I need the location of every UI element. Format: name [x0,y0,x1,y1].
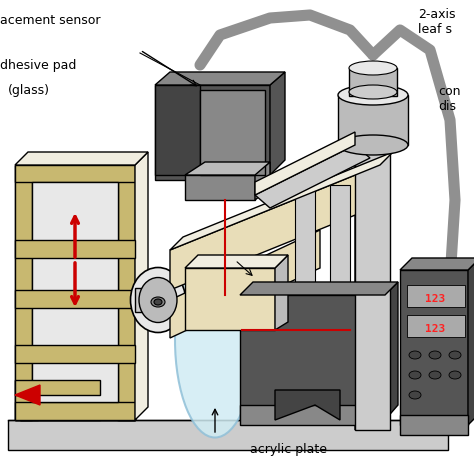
Ellipse shape [429,371,441,379]
Bar [38,188,117,402]
Bar [407,315,465,337]
Bar [8,420,448,450]
Bar [355,140,390,430]
Bar [338,95,408,145]
Polygon shape [15,380,100,395]
Polygon shape [170,152,393,250]
Bar [349,68,397,96]
Polygon shape [15,165,135,420]
Bar [185,268,275,330]
Polygon shape [270,72,285,175]
Ellipse shape [175,243,255,438]
Bar [117,170,135,420]
Polygon shape [185,162,270,175]
Polygon shape [275,255,288,330]
Polygon shape [118,165,135,420]
Ellipse shape [338,85,408,105]
Ellipse shape [154,299,162,305]
Polygon shape [15,345,135,363]
Bar [400,415,468,435]
Bar [155,85,270,180]
Ellipse shape [409,351,421,359]
Polygon shape [15,385,40,405]
Polygon shape [255,162,270,200]
Bar [20,170,135,188]
Polygon shape [135,152,148,420]
Polygon shape [400,258,474,270]
Bar [240,405,385,425]
Polygon shape [32,182,118,402]
Polygon shape [255,132,355,195]
Ellipse shape [151,297,165,307]
Bar [20,170,135,420]
Polygon shape [355,127,368,430]
Ellipse shape [349,61,397,75]
Text: acrylic plate: acrylic plate [250,444,327,456]
Polygon shape [15,165,135,182]
Bar [240,295,385,420]
Ellipse shape [409,371,421,379]
Ellipse shape [338,135,408,155]
Polygon shape [15,165,32,420]
Polygon shape [355,127,403,140]
Text: (glass): (glass) [8,83,50,97]
Polygon shape [15,380,100,420]
Polygon shape [15,240,135,258]
Bar [295,178,315,403]
Text: 123: 123 [425,294,445,304]
Bar [407,285,465,307]
Bar [400,270,468,425]
Text: 2-axis
leaf s: 2-axis leaf s [418,8,456,36]
Ellipse shape [449,371,461,379]
Polygon shape [170,230,320,338]
Ellipse shape [130,267,185,332]
Polygon shape [468,258,474,425]
Polygon shape [385,282,398,420]
Bar [200,90,265,175]
Polygon shape [170,165,380,290]
Polygon shape [15,152,148,165]
Bar [185,175,255,200]
Ellipse shape [349,85,397,99]
Polygon shape [15,290,135,308]
Polygon shape [15,402,135,420]
Ellipse shape [139,277,177,322]
Ellipse shape [449,351,461,359]
Bar [20,170,38,420]
Text: con
dis: con dis [438,85,461,113]
Bar [135,288,155,312]
Text: 123: 123 [425,324,445,334]
Bar [20,330,135,352]
Polygon shape [275,390,340,420]
Polygon shape [255,145,370,208]
Text: acement sensor: acement sensor [0,13,100,27]
Polygon shape [155,72,285,85]
Bar [20,285,135,307]
Polygon shape [240,282,398,295]
Ellipse shape [409,391,421,399]
Text: dhesive pad: dhesive pad [0,58,76,72]
Bar [330,185,350,400]
Bar [20,240,135,262]
Ellipse shape [429,351,441,359]
Bar [20,402,135,420]
Polygon shape [155,85,200,175]
Polygon shape [185,255,288,268]
